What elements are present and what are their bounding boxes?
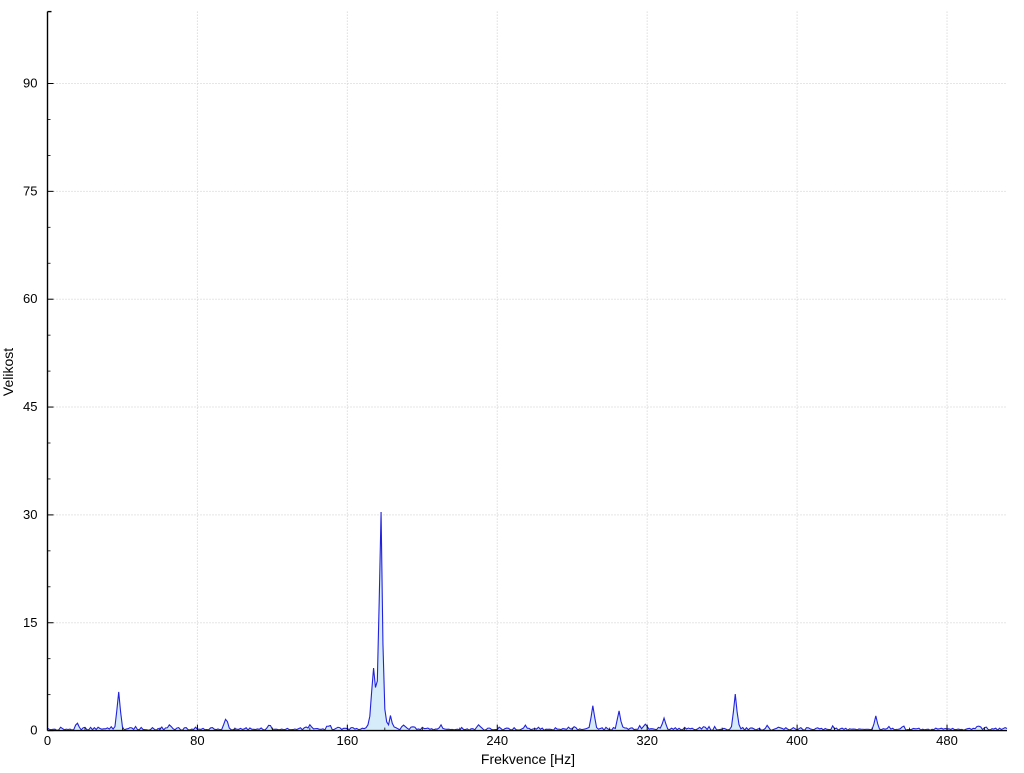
svg-text:480: 480	[936, 733, 958, 748]
svg-text:45: 45	[23, 399, 37, 414]
svg-text:400: 400	[786, 733, 808, 748]
svg-text:0: 0	[44, 733, 51, 748]
svg-text:0: 0	[30, 723, 37, 738]
svg-text:Frekvence [Hz]: Frekvence [Hz]	[481, 751, 575, 767]
svg-text:90: 90	[23, 76, 37, 91]
svg-text:160: 160	[336, 733, 358, 748]
svg-text:320: 320	[636, 733, 658, 748]
svg-text:15: 15	[23, 615, 37, 630]
svg-text:60: 60	[23, 291, 37, 306]
svg-text:240: 240	[486, 733, 508, 748]
svg-text:75: 75	[23, 183, 37, 198]
svg-text:Velikost: Velikost	[0, 348, 16, 396]
svg-text:80: 80	[190, 733, 204, 748]
svg-text:30: 30	[23, 507, 37, 522]
